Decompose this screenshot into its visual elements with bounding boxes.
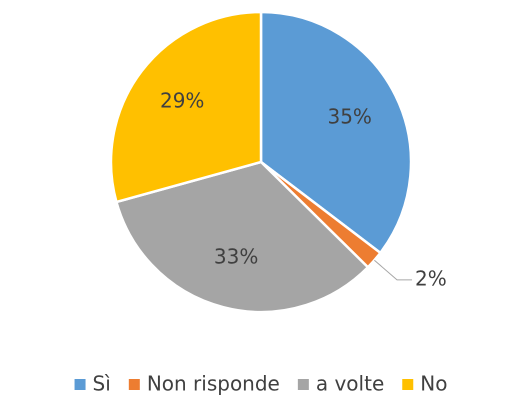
- legend-swatch: [402, 379, 414, 390]
- data-label: 29%: [160, 89, 204, 113]
- pie-slice: [109, 10, 263, 204]
- data-label: 33%: [214, 244, 258, 268]
- legend-label: a volte: [316, 372, 384, 396]
- legend-swatch: [297, 379, 309, 390]
- legend-label: No: [420, 372, 447, 396]
- legend-swatch: [74, 379, 86, 390]
- pie-slice: [259, 10, 413, 255]
- legend-swatch: [128, 379, 140, 390]
- data-label: 2%: [415, 266, 447, 290]
- legend-label: Non risponde: [147, 372, 280, 396]
- legend-label: Sì: [93, 372, 111, 396]
- leader-line: [374, 259, 413, 281]
- pie-slice: [114, 160, 370, 314]
- data-label: 35%: [327, 105, 371, 129]
